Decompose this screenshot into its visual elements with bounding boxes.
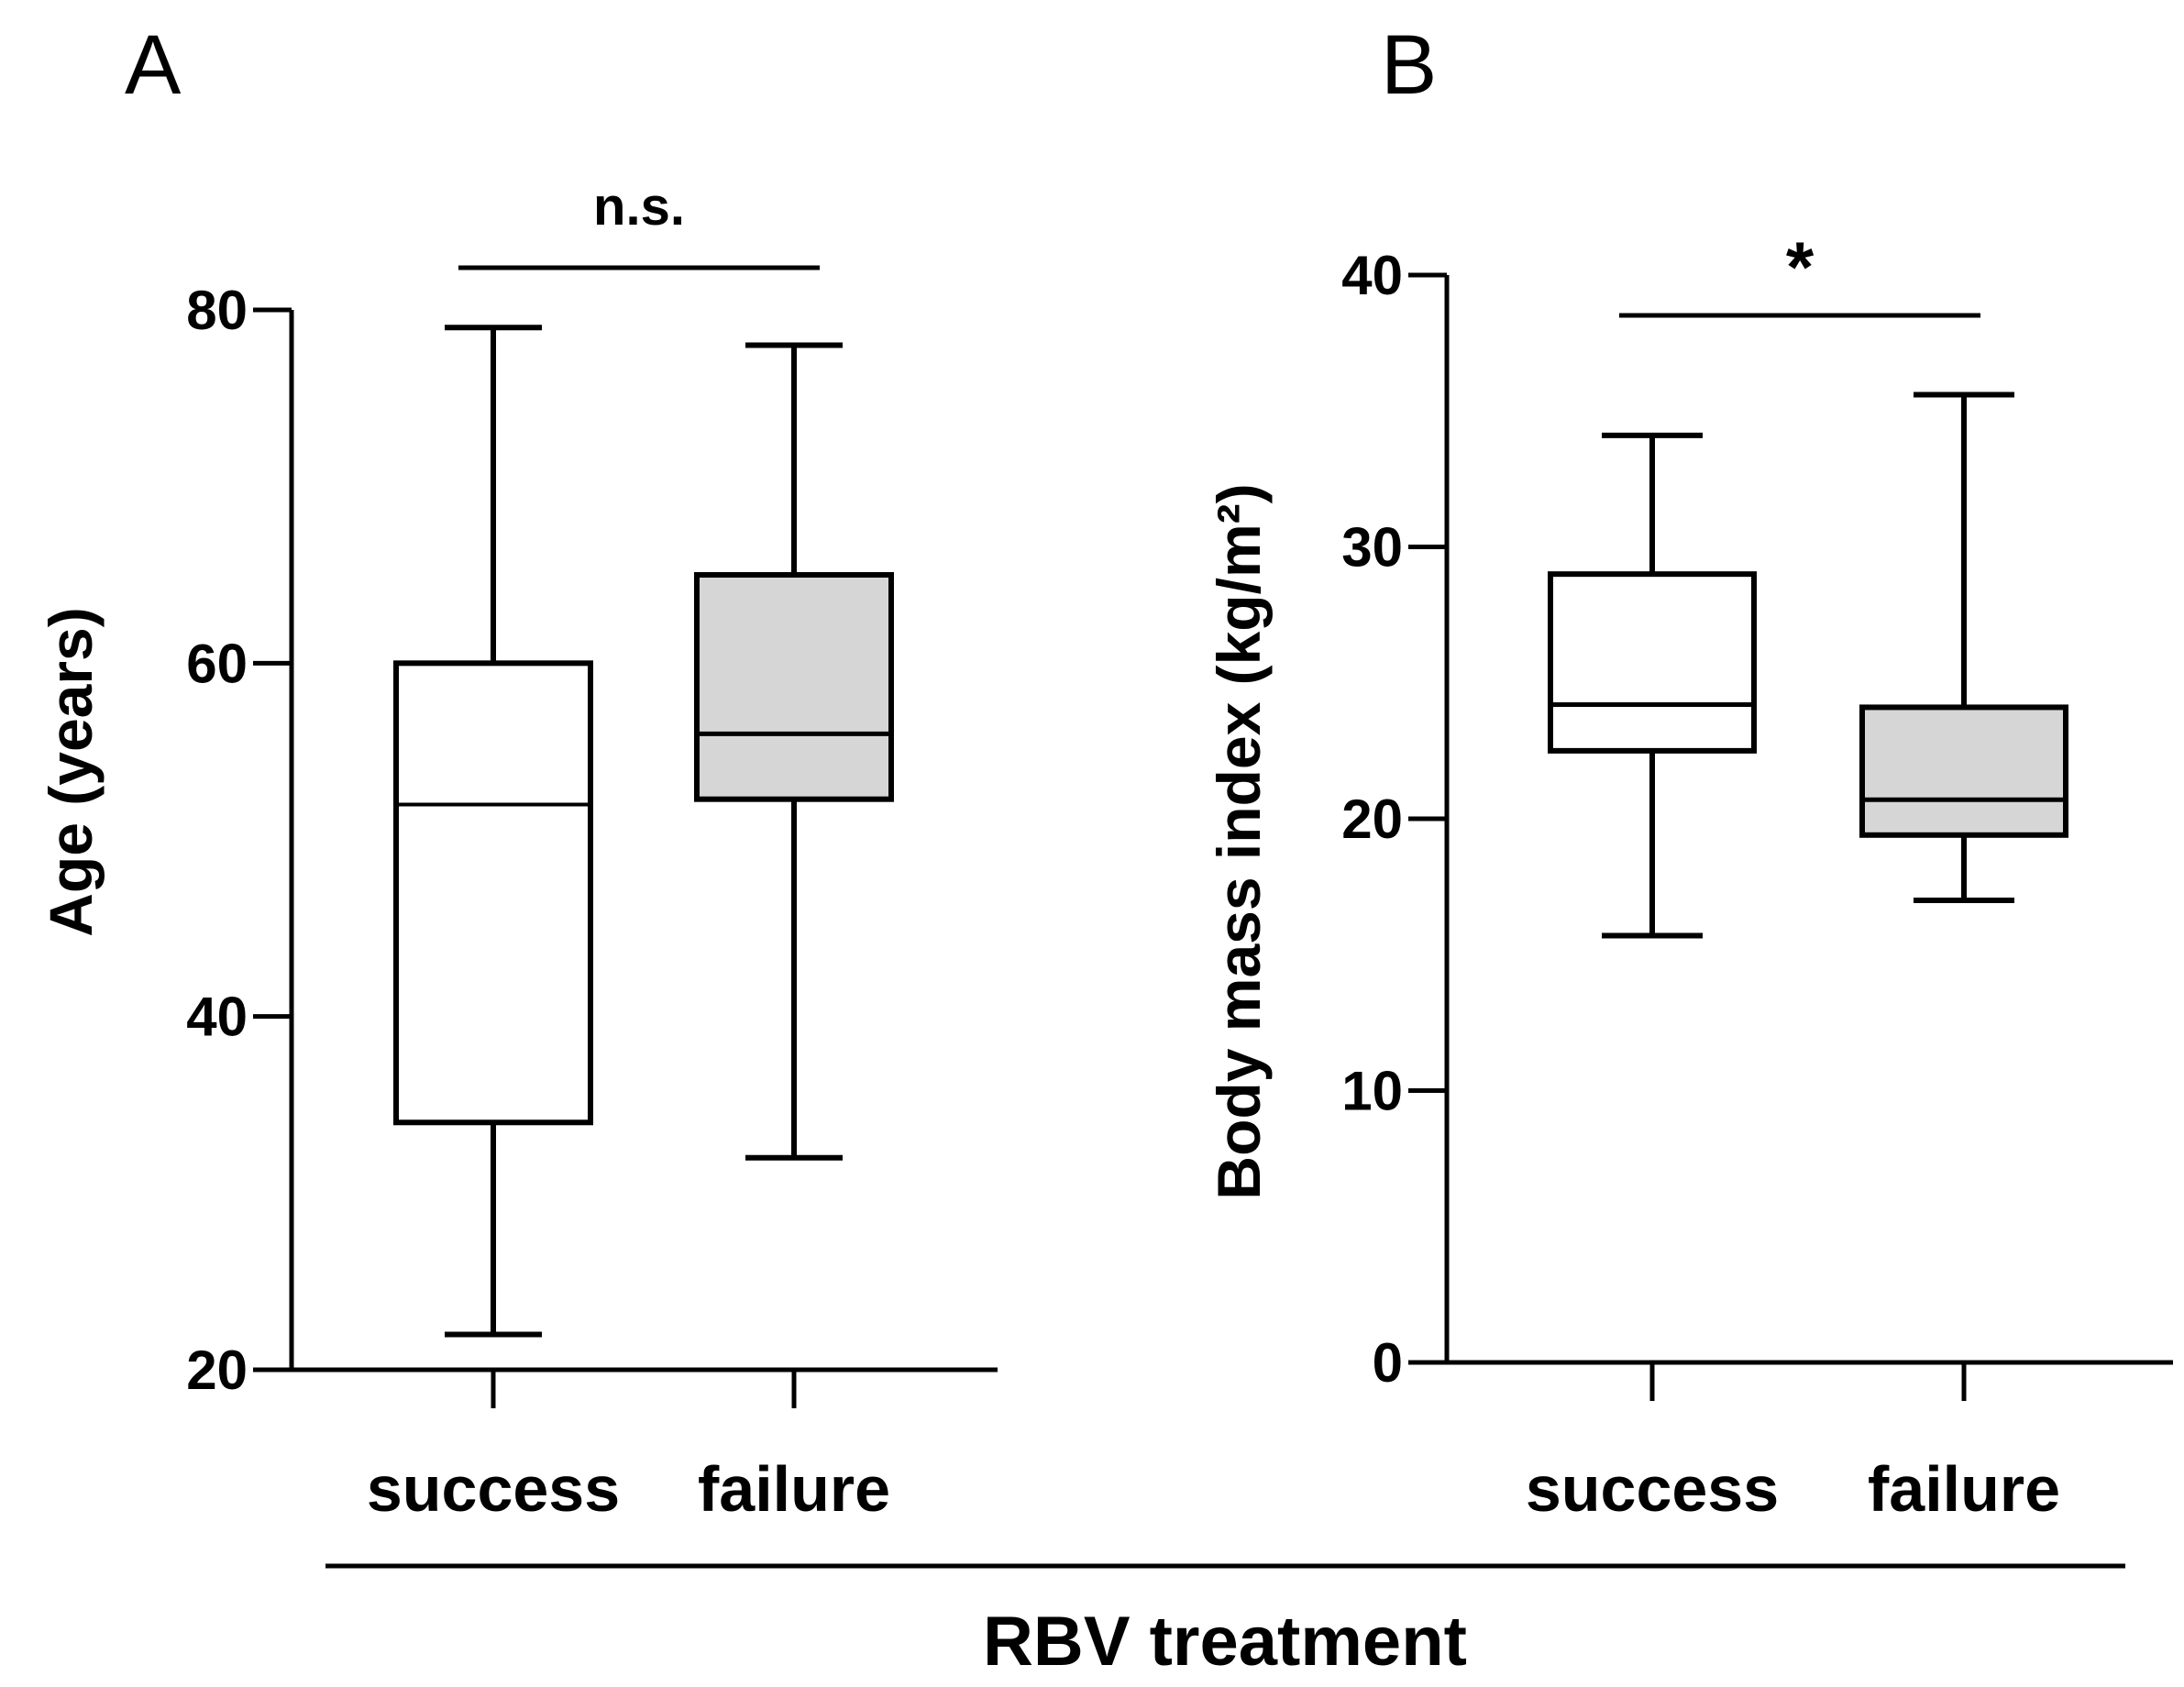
panel-b-letter: B [1381,18,1437,112]
panel-a-failure-iqr-box [694,572,894,802]
panel-a-category-label-success: success [367,1453,620,1525]
panel-b-significance-label: * [1786,226,1814,307]
panel-a-success-iqr-box [393,660,593,1126]
panel-b-category-label-failure: failure [1868,1453,2060,1525]
panel-b-success-box-plot [1548,432,1757,939]
panel-b-y-axis-title: Body mass index (kg/m²) [1205,483,1273,1199]
panel-a-success-box-plot [393,325,593,1338]
panel-b-y-tick-label: 40 [1341,245,1403,306]
panel-a-y-tick-label: 20 [186,1340,248,1401]
panel-b-failure-box-plot [1859,391,2068,903]
panel-b-success-iqr-box [1548,571,1757,754]
panel-b-significance: * [1619,226,1980,318]
panel-b-category-label-success: success [1526,1453,1779,1525]
panel-b-y-ticks: 0 10 20 30 40 [1341,245,1447,1394]
panel-a-y-tick-label: 60 [186,633,248,694]
panel-a-significance-label: n.s. [593,177,685,237]
panel-b-y-tick-label: 30 [1341,517,1403,579]
panel-b-category-labels: success failure [1526,1362,2060,1525]
panel-b-y-tick-label: 10 [1341,1061,1403,1122]
panel-a-y-tick-label: 40 [186,987,248,1048]
panel-a-axes [289,310,998,1373]
panel-b-boxes [1548,391,2068,939]
panel-b-y-tick-label: 20 [1341,788,1403,850]
panel-b-y-tick-label: 0 [1373,1332,1403,1394]
panel-b: B Body mass index (kg/m²) 0 10 20 30 40 succ… [1205,18,2173,1525]
panel-a-category-labels: success failure [367,1370,890,1525]
panel-b-axes [1444,275,2173,1365]
panel-b-failure-iqr-box [1859,704,2068,838]
panel-a-boxes [393,325,894,1338]
panel-a-letter: A [125,18,182,112]
panel-a-category-label-failure: failure [698,1453,890,1525]
panel-a-y-axis-title: Age (years) [37,607,105,937]
panel-a: A Age (years) 20 40 60 80 success failure n.… [37,18,998,1525]
panel-a-y-ticks: 20 40 60 80 [186,280,292,1401]
panel-a-y-tick-label: 80 [186,280,248,341]
panel-a-failure-box-plot [694,342,894,1161]
group-label: RBV treatment [983,1603,1467,1681]
panel-a-significance: n.s. [458,177,820,270]
